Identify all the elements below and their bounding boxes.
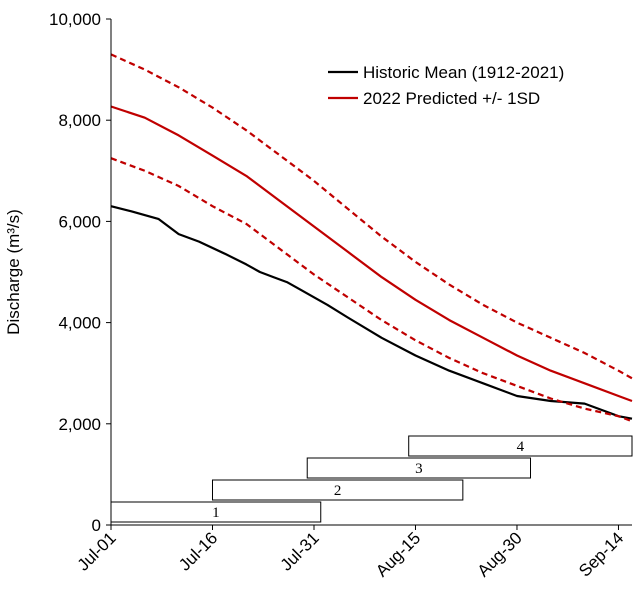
- y-tick-label: 8,000: [58, 111, 101, 130]
- x-tick-label: Jul-01: [74, 528, 120, 574]
- predicted-upper-sd-line: [110, 53, 633, 380]
- legend: Historic Mean (1912-2021) 2022 Predicted…: [328, 63, 564, 108]
- period-label-1: 1: [212, 505, 220, 521]
- y-tick-label: 0: [92, 516, 101, 535]
- x-tick-label: Aug-15: [372, 528, 424, 580]
- series-lines: [110, 53, 633, 423]
- predicted-lower-sd-line: [110, 157, 633, 423]
- y-tick-label: 4,000: [58, 314, 101, 333]
- period-box-4: [408, 435, 633, 457]
- x-tick-labels: Jul-01 Jul-16 Jul-31 Aug-15 Aug-30 Sep-14: [74, 525, 627, 581]
- period-label-2: 2: [334, 483, 342, 499]
- y-tick-labels: 0 2,000 4,000 6,000 8,000 10,000: [49, 10, 111, 535]
- y-tick-label: 6,000: [58, 212, 101, 231]
- y-axis-title: Discharge (m³/s): [4, 209, 23, 335]
- y-tick-label: 10,000: [49, 10, 101, 29]
- period-boxes: 1 2 3 4: [110, 435, 633, 523]
- axes: [110, 19, 632, 526]
- x-tick-label: Sep-14: [575, 528, 627, 580]
- period-box-2: [211, 479, 464, 501]
- y-tick-label: 2,000: [58, 415, 101, 434]
- legend-label-predicted: 2022 Predicted +/- 1SD: [363, 89, 540, 108]
- predicted-mean-line: [110, 105, 633, 403]
- period-box-3: [306, 457, 532, 479]
- x-tick-label: Aug-30: [474, 528, 526, 580]
- legend-label-historic: Historic Mean (1912-2021): [363, 63, 564, 82]
- historic-mean-line: [110, 205, 633, 420]
- period-label-4: 4: [517, 439, 525, 455]
- period-label-3: 3: [415, 461, 423, 477]
- x-tick-label: Jul-16: [175, 528, 221, 574]
- x-tick-label: Jul-31: [277, 528, 323, 574]
